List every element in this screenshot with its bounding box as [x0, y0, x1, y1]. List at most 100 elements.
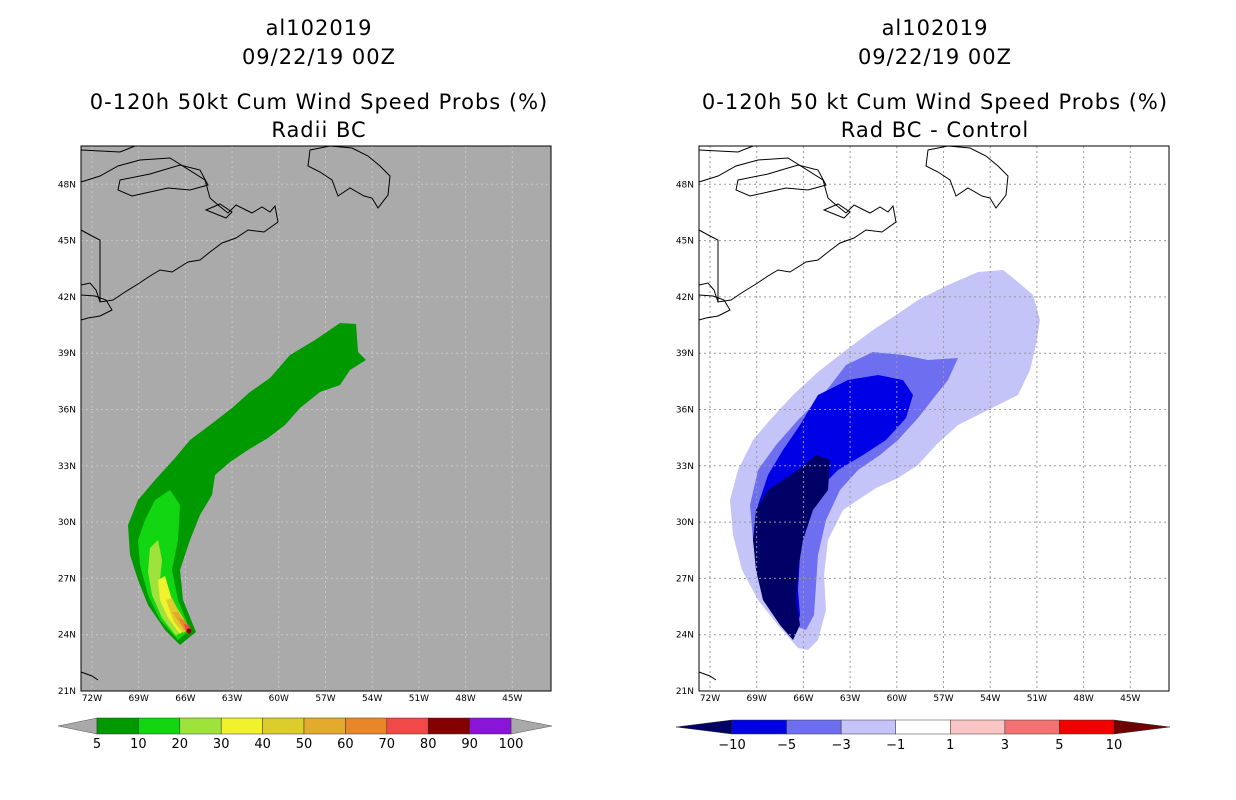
- left-lon-label-72W: 72W: [82, 694, 102, 704]
- left-title-product: 0-120h 50kt Cum Wind Speed Probs (%): [89, 90, 549, 114]
- right-lat-label-42N: 42N: [676, 293, 694, 303]
- right-colorbar-high-arrow: [1113, 719, 1171, 735]
- right-colorbar-label-6: 5: [1055, 738, 1063, 753]
- right-axis-labels: 72W 69W 66W 63W 60W 57W 54W 51W 48W 45W 21N 24N 27N 3…: [676, 180, 1141, 704]
- right-colorbar-label-4: 1: [946, 738, 954, 753]
- left-colorbar-swatch-7: [386, 717, 429, 735]
- left-colorbar-label-70: 70: [379, 737, 396, 752]
- left-colorbar-swatch-8: [427, 717, 470, 735]
- left-lat-label-48N: 48N: [58, 180, 76, 190]
- right-lon-label-63W: 63W: [840, 694, 860, 704]
- left-colorbar-swatch-1: [138, 717, 181, 735]
- left-lat-label-33N: 33N: [58, 462, 76, 472]
- left-colorbar-label-100: 100: [499, 737, 524, 752]
- left-lon-label-66W: 66W: [175, 694, 195, 704]
- left-colorbar-label-20: 20: [172, 737, 189, 752]
- right-lon-label-48W: 48W: [1073, 694, 1093, 704]
- left-title-storm-id: al102019: [265, 16, 373, 40]
- right-lon-label-57W: 57W: [933, 694, 953, 704]
- right-colorbar-label-7: 10: [1106, 738, 1123, 753]
- right-map-frame: [698, 145, 1170, 692]
- contour-minus10: [753, 455, 830, 640]
- right-lon-label-66W: 66W: [793, 694, 813, 704]
- left-colorbar-low-arrow: [57, 717, 98, 735]
- contour-minus3: [750, 352, 958, 630]
- right-lat-label-27N: 27N: [676, 574, 694, 584]
- left-lon-label-54W: 54W: [362, 694, 382, 704]
- right-colorbar-swatch-0: [731, 719, 787, 735]
- left-title-date: 09/22/19 00Z: [241, 45, 397, 69]
- left-map: 72W 69W 66W 63W 60W 57W 54W 51W 48W 45W 21N 24N 27N 3…: [57, 145, 553, 752]
- right-lat-label-33N: 33N: [676, 462, 694, 472]
- left-map-frame: [80, 145, 552, 692]
- right-title-storm-id: al102019: [881, 16, 989, 40]
- right-colorbar-label-1: −5: [777, 738, 796, 753]
- left-lon-label-45W: 45W: [502, 694, 522, 704]
- contour-5pct: [128, 323, 366, 645]
- left-lat-label-45N: 45N: [58, 237, 76, 247]
- left-lon-label-69W: 69W: [129, 694, 149, 704]
- right-lon-label-45W: 45W: [1120, 694, 1140, 704]
- left-colorbar-swatch-5: [303, 717, 346, 735]
- right-colorbar-label-5: 3: [1001, 738, 1009, 753]
- left-lat-label-30N: 30N: [58, 518, 76, 528]
- left-colorbar-label-80: 80: [420, 737, 437, 752]
- right-lon-label-69W: 69W: [747, 694, 767, 704]
- right-colorbar-low-arrow: [675, 719, 733, 735]
- right-lat-label-24N: 24N: [676, 631, 694, 641]
- right-colorbar-swatch-2: [840, 719, 896, 735]
- right-colorbar-label-0: −10: [718, 738, 745, 753]
- left-coastline: [80, 145, 391, 681]
- left-axis-labels: 72W 69W 66W 63W 60W 57W 54W 51W 48W 45W 21N 24N 27N 3…: [58, 180, 523, 704]
- left-lat-label-24N: 24N: [58, 631, 76, 641]
- right-coastline: [698, 145, 1009, 681]
- right-lon-label-60W: 60W: [887, 694, 907, 704]
- left-lon-label-63W: 63W: [222, 694, 242, 704]
- left-colorbar-label-10: 10: [130, 737, 147, 752]
- left-colorbar-swatch-6: [345, 717, 388, 735]
- left-lat-label-42N: 42N: [58, 293, 76, 303]
- left-colorbar-swatch-3: [220, 717, 263, 735]
- left-panel: al102019 09/22/19 00Z 0-120h 50kt Cum Wi…: [57, 16, 553, 752]
- right-lat-label-45N: 45N: [676, 237, 694, 247]
- right-lon-label-54W: 54W: [980, 694, 1000, 704]
- right-title-subtitle: Rad BC - Control: [840, 118, 1030, 142]
- left-colorbar-swatch-4: [262, 717, 305, 735]
- right-lon-label-51W: 51W: [1027, 694, 1047, 704]
- left-colorbar-label-90: 90: [461, 737, 478, 752]
- right-lat-label-30N: 30N: [676, 518, 694, 528]
- contour-20pct: [148, 540, 185, 636]
- right-colorbar-swatch-6: [1059, 719, 1115, 735]
- left-lat-label-36N: 36N: [58, 406, 76, 416]
- right-lat-label-48N: 48N: [676, 180, 694, 190]
- left-colorbar-high-arrow: [510, 717, 553, 735]
- left-lon-label-51W: 51W: [409, 694, 429, 704]
- left-colorbar-label-60: 60: [337, 737, 354, 752]
- right-colorbar-swatch-4: [950, 719, 1006, 735]
- left-contours: [128, 323, 366, 645]
- left-title-subtitle: Radii BC: [271, 118, 367, 142]
- right-grid: [699, 146, 1169, 691]
- left-lat-label-39N: 39N: [58, 349, 76, 359]
- left-colorbar-label-40: 40: [254, 737, 271, 752]
- contour-10pct: [138, 490, 190, 640]
- left-lon-label-60W: 60W: [269, 694, 289, 704]
- right-colorbar: −10 −5 −3 −1 1 3 5 10: [675, 719, 1171, 753]
- right-lat-label-36N: 36N: [676, 406, 694, 416]
- right-lat-label-21N: 21N: [676, 687, 694, 697]
- left-lon-label-57W: 57W: [315, 694, 335, 704]
- left-colorbar-label-5: 5: [93, 737, 101, 752]
- right-colorbar-label-2: −3: [832, 738, 851, 753]
- left-colorbar-swatch-9: [469, 717, 512, 735]
- right-title-date: 09/22/19 00Z: [857, 45, 1013, 69]
- right-lat-label-39N: 39N: [676, 349, 694, 359]
- right-panel: al102019 09/22/19 00Z 0-120h 50 kt Cum W…: [618, 0, 1236, 800]
- right-contours: [730, 270, 1040, 650]
- right-title-product: 0-120h 50 kt Cum Wind Speed Probs (%): [701, 90, 1169, 114]
- left-colorbar-swatch-2: [179, 717, 222, 735]
- right-colorbar-label-3: −1: [886, 738, 905, 753]
- left-colorbar-label-50: 50: [296, 737, 313, 752]
- right-colorbar-swatch-5: [1004, 719, 1060, 735]
- right-lon-label-72W: 72W: [700, 694, 720, 704]
- left-lon-label-48W: 48W: [455, 694, 475, 704]
